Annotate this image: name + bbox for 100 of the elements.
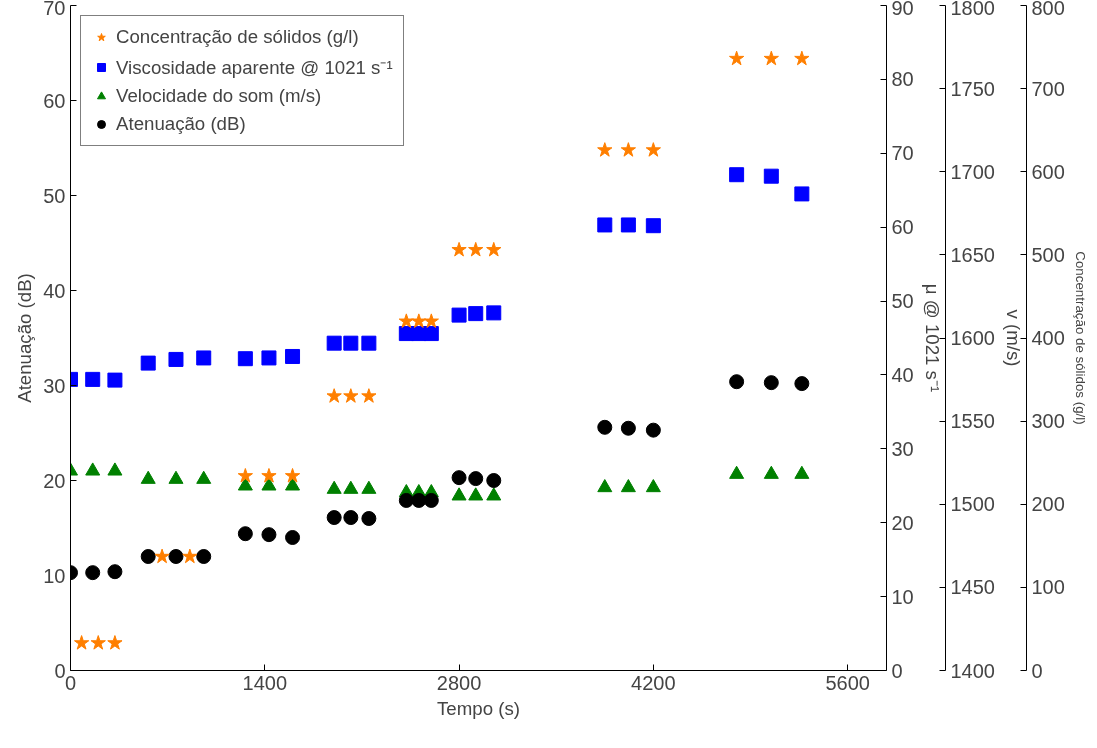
y3-tick-label: 1450 — [950, 576, 995, 599]
x-axis-title: Tempo (s) — [437, 697, 520, 719]
point — [620, 142, 637, 157]
point — [85, 565, 101, 581]
legend-label: Concentração de sólidos (g/l) — [116, 26, 359, 48]
point — [326, 388, 342, 403]
point — [423, 492, 439, 508]
point — [85, 371, 101, 387]
point — [343, 335, 359, 351]
point — [343, 510, 359, 526]
point — [361, 335, 377, 351]
point — [237, 351, 253, 367]
y-tick-label: 100 — [1031, 576, 1065, 599]
point — [645, 422, 661, 438]
x-tick-label: 4200 — [631, 671, 676, 694]
y3-tick-label: 1600 — [950, 327, 995, 349]
point — [468, 471, 484, 487]
point — [423, 313, 439, 328]
point — [451, 470, 467, 486]
y2-tick-label: 80 — [891, 68, 914, 91]
point — [237, 467, 253, 483]
y-axis-title: Concentração de sólidos (g/l) — [1072, 251, 1088, 425]
y2-tick-label: 20 — [891, 511, 914, 534]
point — [451, 241, 467, 257]
point — [486, 241, 502, 257]
point — [486, 473, 502, 488]
point — [168, 549, 184, 564]
point — [196, 350, 212, 366]
point — [729, 374, 745, 390]
point — [398, 313, 414, 328]
y-axis-title: Atenuação (dB) — [14, 273, 36, 403]
point — [182, 548, 198, 564]
point — [729, 167, 745, 183]
y-tick-label: 10 — [43, 564, 66, 587]
point — [326, 510, 342, 526]
y-tick-label: 60 — [43, 89, 66, 112]
y2-tick-label: 40 — [891, 363, 914, 386]
point — [285, 348, 301, 364]
y-tick-label: 30 — [43, 374, 66, 397]
point — [411, 492, 427, 508]
y2-axis-title: μ @ 1021 s⁻¹ — [921, 283, 943, 393]
x-tick-label: 1400 — [242, 671, 288, 694]
y2-tick-label: 30 — [891, 437, 914, 460]
point — [107, 635, 123, 650]
y-tick-label: 800 — [1031, 0, 1065, 19]
y3-axis-title: v (m/s) — [1002, 309, 1024, 367]
point — [398, 492, 414, 508]
y-tick-label: 40 — [43, 279, 66, 302]
y-tick-label: 20 — [43, 469, 66, 492]
point — [361, 511, 377, 526]
point — [620, 217, 636, 233]
point — [154, 548, 170, 564]
y3-tick-label: 1550 — [950, 410, 995, 433]
point — [237, 526, 253, 542]
point — [763, 50, 779, 66]
legend-label: Velocidade do som (m/s) — [116, 85, 322, 107]
point — [326, 335, 342, 351]
point — [140, 355, 156, 371]
point — [261, 527, 277, 543]
point — [468, 306, 484, 322]
point — [620, 420, 636, 436]
y2-tick-label: 70 — [891, 142, 914, 165]
y-tick-label: 400 — [1031, 327, 1065, 349]
y-tick-label: 200 — [1031, 493, 1065, 516]
point — [597, 419, 613, 435]
y-tick-label: 70 — [43, 0, 66, 19]
y-tick-label: 500 — [1031, 243, 1065, 266]
point — [107, 372, 123, 388]
point — [285, 530, 301, 545]
point — [261, 350, 277, 366]
y-tick-label: 700 — [1031, 77, 1065, 100]
point — [343, 388, 359, 403]
y3-tick-label: 1650 — [950, 243, 995, 266]
point — [168, 351, 184, 367]
point — [423, 326, 439, 342]
point — [196, 549, 212, 564]
legend-label: Viscosidade aparente @ 1021 s⁻¹ — [116, 56, 393, 79]
point — [468, 241, 484, 257]
y2-tick-label: 90 — [891, 0, 914, 19]
x-tick-label: 2800 — [436, 671, 482, 694]
point — [261, 467, 277, 483]
y3-tick-label: 1750 — [950, 77, 995, 100]
point — [763, 168, 779, 184]
point — [645, 218, 661, 234]
point — [763, 375, 779, 391]
y2-tick-label: 10 — [891, 585, 914, 608]
point — [140, 549, 156, 564]
point — [411, 313, 427, 328]
point — [794, 376, 810, 392]
point — [107, 564, 123, 580]
point — [73, 635, 90, 650]
y2-tick-label: 50 — [891, 290, 914, 313]
point — [597, 217, 613, 233]
point — [728, 50, 745, 66]
point — [794, 50, 810, 66]
point — [90, 635, 106, 650]
y3-tick-label: 1800 — [950, 0, 995, 19]
point — [794, 186, 810, 202]
point — [645, 142, 661, 157]
x-tick-label: 5600 — [825, 671, 870, 694]
